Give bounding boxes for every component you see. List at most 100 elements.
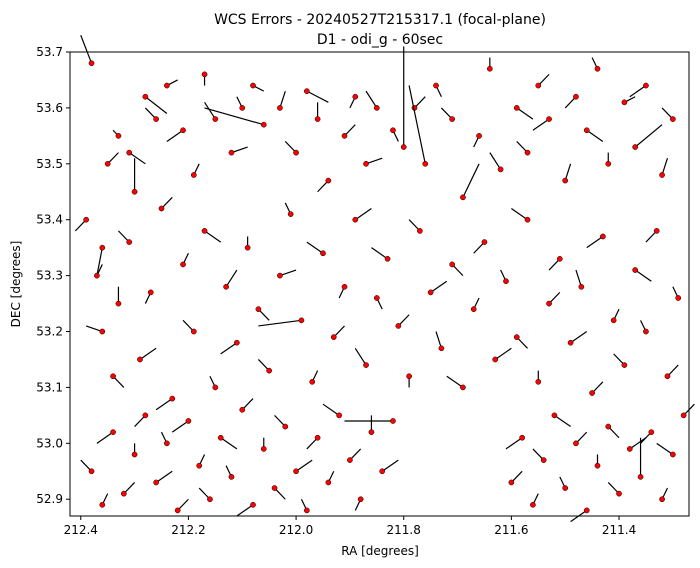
data-point <box>223 283 229 290</box>
data-point <box>88 468 95 475</box>
error-vector <box>365 90 378 109</box>
data-point <box>137 356 143 363</box>
data-point <box>228 149 235 156</box>
data-point <box>217 434 224 441</box>
data-point <box>180 261 186 268</box>
data-point <box>670 451 676 458</box>
data-point <box>632 144 639 150</box>
data-point <box>126 149 133 156</box>
data-point <box>153 479 159 486</box>
data-point <box>594 462 601 469</box>
data-point <box>486 65 493 72</box>
data-point <box>390 127 396 134</box>
data-point <box>99 244 106 251</box>
data-point <box>390 418 396 424</box>
data-point <box>384 255 391 262</box>
data-point <box>643 82 649 89</box>
data-point <box>83 216 89 223</box>
error-vector <box>128 152 146 165</box>
error-vector <box>661 158 669 176</box>
x-tick-label: 211.8 <box>387 523 421 537</box>
y-tick-label: 53.4 <box>36 213 63 227</box>
data-point <box>120 490 127 497</box>
data-point <box>347 457 353 463</box>
error-vector <box>279 90 286 109</box>
data-point <box>540 457 547 463</box>
x-tick-label: 212.2 <box>171 523 205 537</box>
data-point <box>449 116 456 122</box>
data-point <box>583 127 590 134</box>
data-point <box>422 160 429 167</box>
data-point <box>675 295 682 301</box>
error-vector <box>354 208 372 221</box>
x-axis-label: RA [degrees] <box>341 544 419 558</box>
data-point <box>201 228 208 234</box>
error-vector <box>570 331 588 344</box>
data-point <box>670 116 676 122</box>
data-point <box>476 133 482 139</box>
data-point <box>180 127 186 134</box>
y-tick-label: 53.5 <box>36 157 63 171</box>
error-vector <box>295 459 313 472</box>
data-point <box>567 339 574 346</box>
error-vector <box>96 247 103 276</box>
error-vector <box>634 124 663 148</box>
data-point <box>212 116 219 122</box>
data-point <box>616 490 622 497</box>
data-point <box>659 496 665 503</box>
data-point <box>524 216 531 223</box>
data-point <box>497 166 504 173</box>
data-point <box>164 82 170 89</box>
error-vector <box>220 342 238 355</box>
data-point <box>513 105 520 111</box>
error-vector <box>586 235 604 249</box>
data-point <box>427 289 434 296</box>
data-point <box>325 177 332 184</box>
data-point <box>260 121 267 128</box>
data-point <box>158 205 165 212</box>
error-vector <box>220 437 238 450</box>
error-vector <box>634 269 652 282</box>
error-vector <box>80 35 93 64</box>
data-point <box>99 328 106 335</box>
data-point <box>664 373 671 380</box>
error-vector <box>494 347 512 360</box>
data-point <box>196 462 203 469</box>
data-point <box>433 82 439 89</box>
error-vector <box>306 241 324 254</box>
y-tick-label: 53.1 <box>36 380 63 394</box>
data-point <box>115 133 122 139</box>
data-point <box>341 133 348 139</box>
data-point <box>637 474 644 480</box>
error-vector <box>371 247 388 260</box>
data-point <box>234 339 240 346</box>
chart-title: WCS Errors - 20240527T215317.1 (focal-pl… <box>214 12 546 28</box>
data-point <box>363 362 369 368</box>
data-point <box>395 323 402 329</box>
data-point <box>309 378 316 385</box>
data-point <box>562 485 569 491</box>
data-point <box>239 406 246 413</box>
data-point <box>680 412 687 419</box>
data-point <box>546 300 552 307</box>
data-point <box>314 116 321 122</box>
data-point <box>325 479 332 486</box>
data-point <box>174 507 181 514</box>
error-vector <box>462 163 480 198</box>
data-point <box>363 160 369 167</box>
data-point <box>298 317 305 324</box>
data-point <box>368 429 375 435</box>
data-point <box>303 507 310 514</box>
data-point <box>244 244 251 251</box>
data-point <box>373 105 380 111</box>
data-point <box>115 300 122 307</box>
data-point <box>535 82 542 89</box>
error-vector <box>204 101 216 120</box>
plot-area <box>74 35 695 523</box>
data-point <box>303 88 310 94</box>
data-point <box>255 306 262 313</box>
error-vector <box>511 208 528 221</box>
data-point <box>293 468 299 475</box>
data-point <box>131 451 138 458</box>
data-point <box>207 496 213 503</box>
